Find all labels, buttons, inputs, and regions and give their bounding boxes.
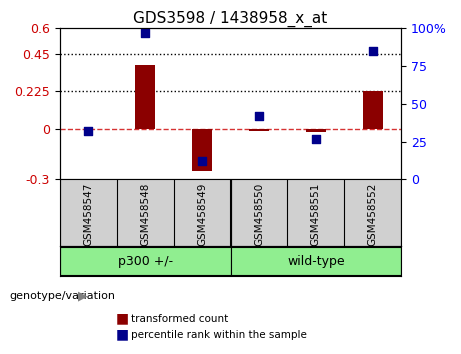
Bar	[230, 247, 401, 275]
Text: GSM458552: GSM458552	[367, 183, 378, 246]
Text: genotype/variation: genotype/variation	[9, 291, 115, 301]
Text: ■: ■	[115, 312, 128, 326]
Text: ▶: ▶	[78, 289, 88, 302]
Bar	[306, 129, 326, 132]
Bar	[249, 129, 269, 131]
Text: ■: ■	[115, 327, 128, 342]
Text: GSM458547: GSM458547	[83, 183, 94, 246]
Point	[198, 159, 206, 164]
Text: p300 +/-: p300 +/-	[118, 255, 173, 268]
Point	[369, 48, 376, 54]
Text: GSM458550: GSM458550	[254, 183, 264, 246]
Text: GSM458549: GSM458549	[197, 183, 207, 246]
Bar	[192, 129, 212, 171]
Text: transformed count: transformed count	[131, 314, 229, 324]
Point	[142, 30, 149, 36]
Bar	[363, 91, 383, 129]
Bar	[60, 247, 230, 275]
Text: GSM458548: GSM458548	[140, 183, 150, 246]
Point	[312, 136, 319, 142]
Text: GSM458551: GSM458551	[311, 183, 321, 246]
Bar	[135, 65, 155, 129]
Text: percentile rank within the sample: percentile rank within the sample	[131, 330, 307, 339]
Point	[85, 128, 92, 134]
Text: wild-type: wild-type	[287, 255, 344, 268]
Title: GDS3598 / 1438958_x_at: GDS3598 / 1438958_x_at	[133, 11, 328, 27]
Point	[255, 113, 263, 119]
